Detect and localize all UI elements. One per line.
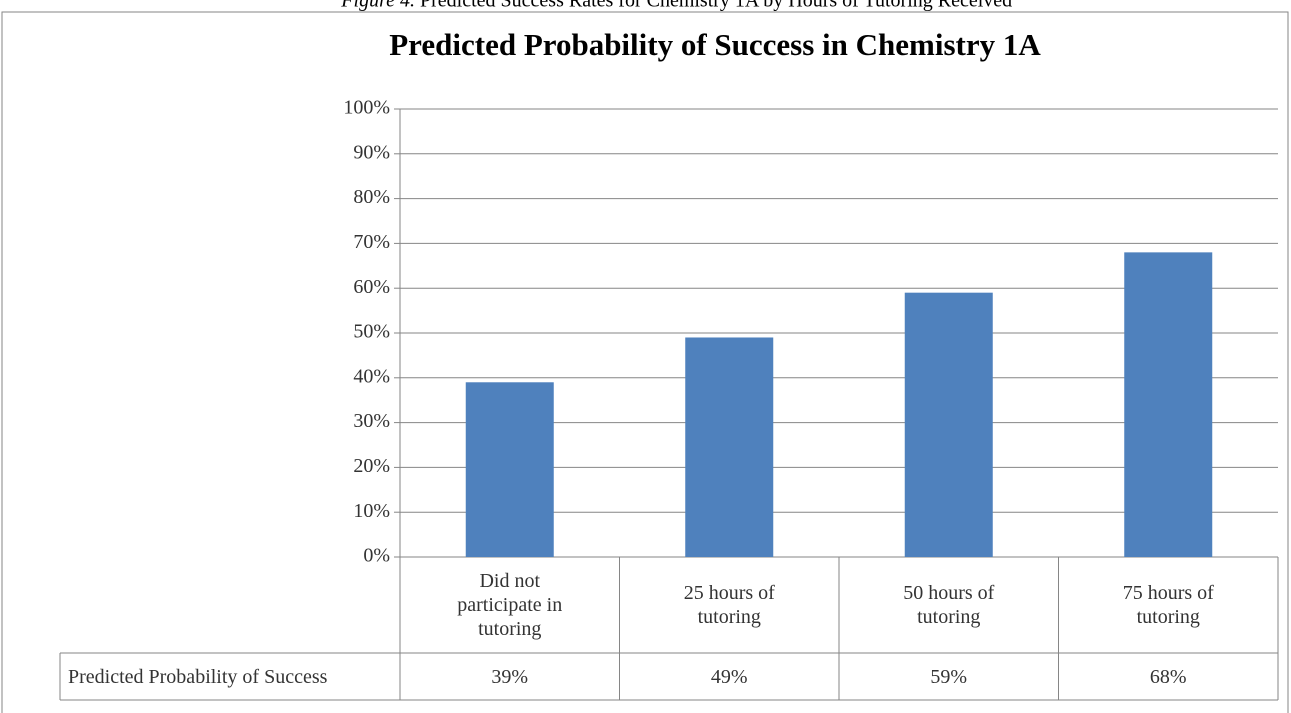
y-tick-label: 60%: [353, 276, 390, 298]
data-label: 68%: [1149, 665, 1187, 688]
y-tick-label: 10%: [353, 500, 390, 522]
y-tick-label: 80%: [353, 186, 390, 208]
table-row-label: Predicted Probability of Success: [68, 665, 328, 688]
y-tick-label: 30%: [353, 410, 390, 432]
y-tick-label: 40%: [353, 365, 390, 387]
y-tick-label: 50%: [353, 321, 390, 343]
x-tick-label: 75 hours of tutoring: [1122, 582, 1214, 628]
x-tick-label: 50 hours of tutoring: [903, 582, 995, 628]
bar: [465, 382, 554, 557]
y-tick-label: 20%: [353, 455, 390, 477]
y-tick-label: 0%: [363, 545, 390, 567]
bar: [685, 337, 774, 557]
chart-title: Predicted Probability of Success in Chem…: [389, 27, 1041, 62]
x-tick-label: Did not participate in tutoring: [457, 570, 563, 640]
y-tick-label: 90%: [353, 141, 390, 163]
chart-frame: [1, 11, 1289, 713]
caption: Predicted Success Rates for Chemistry 1A…: [420, 0, 1012, 12]
data-label: 59%: [930, 665, 968, 688]
bar: [904, 292, 993, 557]
y-tick-label: 70%: [353, 231, 390, 253]
caption-label: Figure 4.: [340, 0, 415, 12]
y-tick-label: 100%: [343, 97, 390, 119]
data-label: 49%: [710, 665, 748, 688]
x-tick-label: 25 hours of tutoring: [683, 582, 775, 628]
bar: [1124, 252, 1213, 558]
data-label: 39%: [491, 665, 529, 688]
